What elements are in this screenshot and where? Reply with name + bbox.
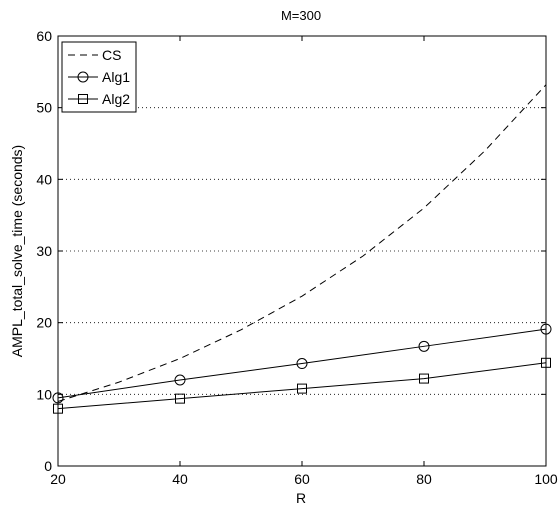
y-tick-label: 20 xyxy=(36,315,52,331)
y-tick-label: 0 xyxy=(44,458,52,474)
data-point-alg2 xyxy=(175,393,185,404)
axes: 20 40 60 80 100 0 10 20 30 40 50 60 xyxy=(36,28,557,487)
legend-marker-alg1 xyxy=(77,71,89,83)
legend-marker-alg2 xyxy=(78,94,88,104)
y-tick-label: 40 xyxy=(36,171,52,187)
x-tick-label: 80 xyxy=(416,471,432,487)
legend-label-cs: CS xyxy=(102,47,121,63)
series-line-alg1 xyxy=(57,328,547,399)
series-line-alg2 xyxy=(57,362,547,410)
data-point-alg1 xyxy=(418,340,430,352)
legend: CS Alg1 Alg2 xyxy=(61,41,137,113)
data-point-alg1 xyxy=(296,358,308,370)
chart-title: M=300 xyxy=(281,8,321,23)
series-line-cs xyxy=(57,84,547,402)
x-axis-label: R xyxy=(296,490,306,506)
x-tick-label: 40 xyxy=(172,471,188,487)
y-tick-label: 30 xyxy=(36,243,52,259)
data-point-alg1 xyxy=(174,374,186,386)
data-point-alg2 xyxy=(297,383,307,394)
y-tick-label: 60 xyxy=(36,28,52,44)
x-tick-label: 100 xyxy=(534,471,558,487)
legend-label-alg1: Alg1 xyxy=(102,69,130,85)
x-tick-label: 20 xyxy=(50,471,66,487)
y-tick-label: 50 xyxy=(36,100,52,116)
plot-area xyxy=(52,84,552,414)
grid-lines xyxy=(58,107,546,395)
y-axis-label: AMPL_total_solve_time (seconds) xyxy=(9,145,25,357)
y-tick-label: 10 xyxy=(36,386,52,402)
x-tick-label: 60 xyxy=(294,471,310,487)
data-point-alg2 xyxy=(419,373,429,384)
legend-label-alg2: Alg2 xyxy=(102,91,130,107)
